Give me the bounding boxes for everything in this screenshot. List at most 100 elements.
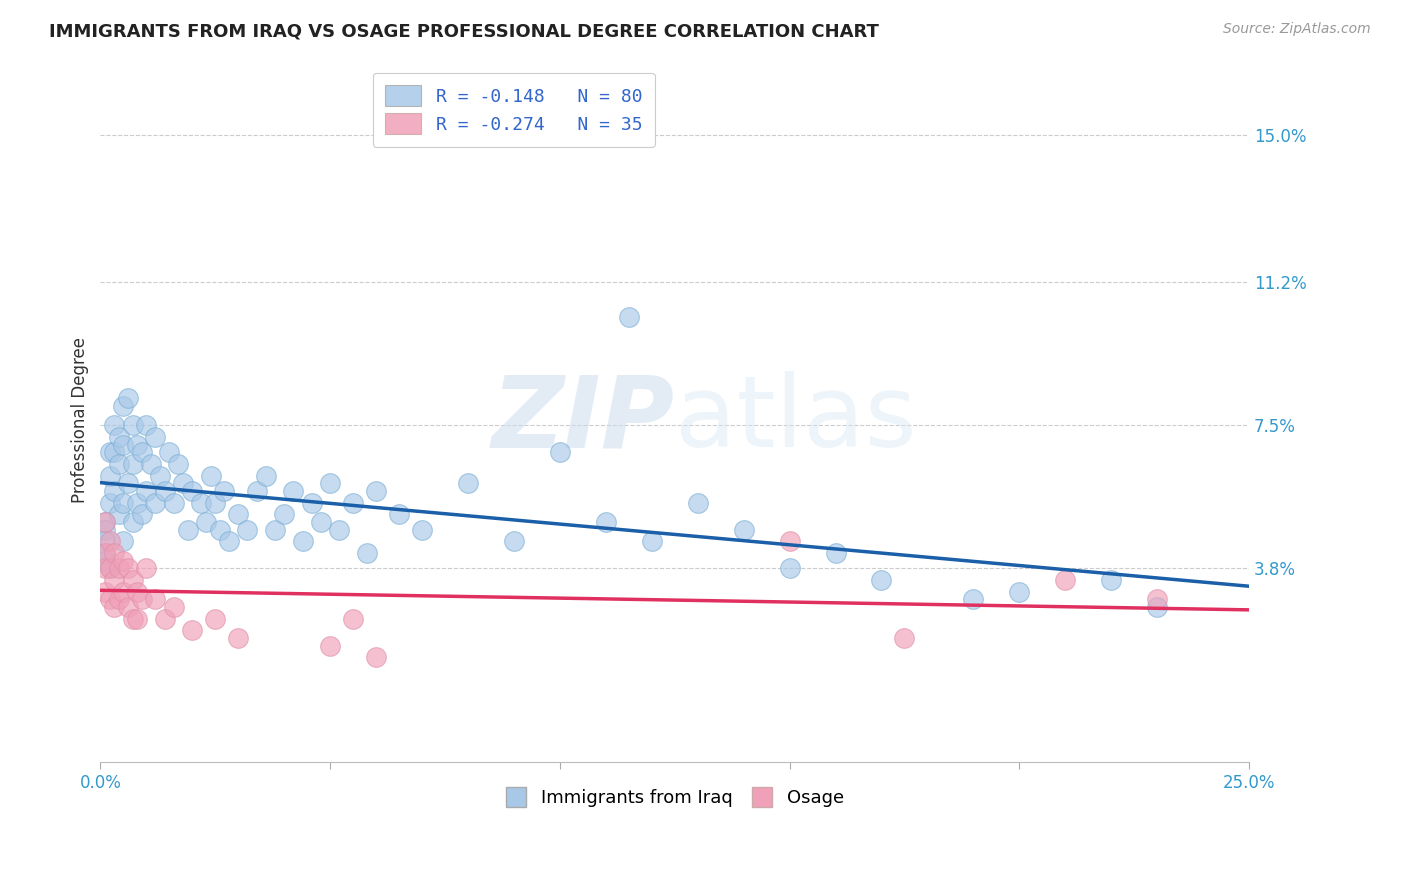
- Point: [131, 445, 153, 459]
- Point: [502, 534, 524, 549]
- Point: [283, 484, 305, 499]
- Point: [733, 523, 755, 537]
- Point: [328, 523, 350, 537]
- Point: [641, 534, 664, 549]
- Point: [356, 546, 378, 560]
- Point: [145, 496, 167, 510]
- Point: [364, 650, 387, 665]
- Point: [457, 476, 479, 491]
- Point: [98, 592, 121, 607]
- Point: [218, 534, 240, 549]
- Point: [779, 561, 801, 575]
- Point: [342, 496, 364, 510]
- Text: IMMIGRANTS FROM IRAQ VS OSAGE PROFESSIONAL DEGREE CORRELATION CHART: IMMIGRANTS FROM IRAQ VS OSAGE PROFESSION…: [49, 22, 879, 40]
- Point: [245, 484, 267, 499]
- Point: [98, 561, 121, 575]
- Point: [1008, 584, 1031, 599]
- Point: [157, 445, 180, 459]
- Point: [319, 639, 342, 653]
- Point: [309, 515, 332, 529]
- Point: [181, 484, 204, 499]
- Point: [139, 457, 162, 471]
- Point: [176, 523, 198, 537]
- Point: [342, 612, 364, 626]
- Point: [163, 600, 186, 615]
- Point: [94, 584, 117, 599]
- Point: [112, 584, 135, 599]
- Point: [127, 496, 149, 510]
- Legend: Immigrants from Iraq, Osage: Immigrants from Iraq, Osage: [498, 782, 852, 814]
- Point: [127, 584, 149, 599]
- Point: [112, 438, 135, 452]
- Point: [301, 496, 323, 510]
- Point: [388, 508, 411, 522]
- Point: [291, 534, 314, 549]
- Point: [94, 546, 117, 560]
- Point: [117, 476, 139, 491]
- Point: [103, 546, 125, 560]
- Point: [127, 438, 149, 452]
- Point: [107, 457, 129, 471]
- Point: [103, 418, 125, 433]
- Point: [236, 523, 259, 537]
- Point: [204, 612, 226, 626]
- Point: [103, 600, 125, 615]
- Point: [254, 468, 277, 483]
- Point: [204, 496, 226, 510]
- Point: [121, 573, 143, 587]
- Point: [117, 600, 139, 615]
- Point: [870, 573, 893, 587]
- Point: [98, 468, 121, 483]
- Point: [103, 445, 125, 459]
- Point: [226, 508, 249, 522]
- Text: ZIP: ZIP: [492, 371, 675, 468]
- Point: [107, 592, 129, 607]
- Point: [200, 468, 222, 483]
- Point: [107, 508, 129, 522]
- Y-axis label: Professional Degree: Professional Degree: [72, 336, 89, 502]
- Point: [163, 496, 186, 510]
- Point: [94, 534, 117, 549]
- Point: [107, 430, 129, 444]
- Point: [824, 546, 846, 560]
- Point: [94, 561, 117, 575]
- Point: [94, 554, 117, 568]
- Point: [145, 430, 167, 444]
- Point: [172, 476, 194, 491]
- Point: [1054, 573, 1077, 587]
- Point: [103, 573, 125, 587]
- Point: [595, 515, 617, 529]
- Text: Source: ZipAtlas.com: Source: ZipAtlas.com: [1223, 22, 1371, 37]
- Point: [98, 496, 121, 510]
- Point: [1099, 573, 1122, 587]
- Point: [319, 476, 342, 491]
- Point: [548, 445, 571, 459]
- Point: [167, 457, 190, 471]
- Point: [112, 554, 135, 568]
- Point: [962, 592, 984, 607]
- Point: [94, 523, 117, 537]
- Point: [364, 484, 387, 499]
- Point: [149, 468, 172, 483]
- Point: [135, 484, 157, 499]
- Point: [190, 496, 212, 510]
- Point: [214, 484, 236, 499]
- Point: [121, 418, 143, 433]
- Point: [112, 399, 135, 413]
- Point: [127, 612, 149, 626]
- Point: [153, 484, 176, 499]
- Point: [121, 457, 143, 471]
- Point: [121, 515, 143, 529]
- Point: [94, 515, 117, 529]
- Point: [264, 523, 287, 537]
- Point: [94, 515, 117, 529]
- Point: [98, 534, 121, 549]
- Point: [98, 445, 121, 459]
- Point: [181, 624, 204, 638]
- Point: [893, 631, 915, 645]
- Point: [617, 310, 640, 325]
- Point: [1146, 600, 1168, 615]
- Point: [135, 418, 157, 433]
- Point: [153, 612, 176, 626]
- Point: [145, 592, 167, 607]
